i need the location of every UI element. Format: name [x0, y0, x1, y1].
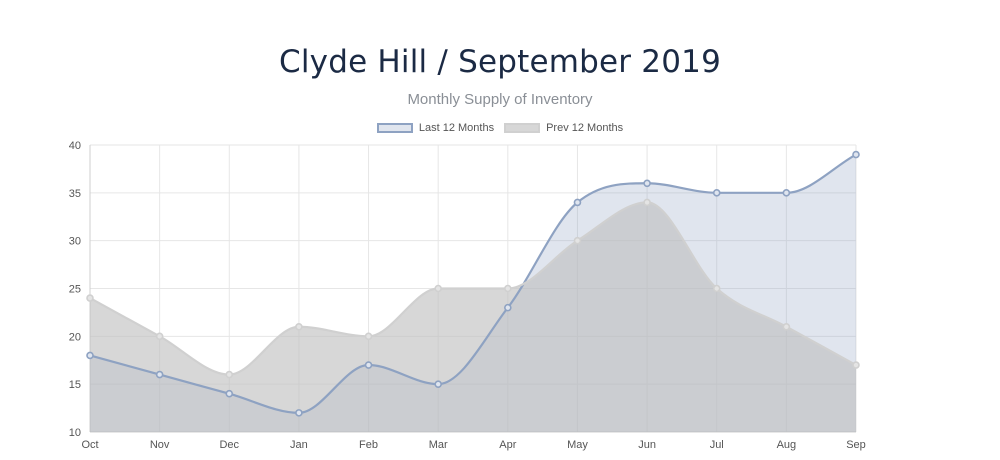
y-tick-label: 10	[69, 427, 81, 439]
y-tick-label: 15	[69, 379, 81, 391]
x-tick-label: May	[567, 439, 588, 451]
x-tick-label: Nov	[150, 439, 170, 451]
legend-item-last-12-months[interactable]: Last 12 Months	[376, 122, 495, 134]
data-point-last	[295, 409, 303, 417]
x-tick-label: Feb	[359, 439, 378, 451]
data-point-prev	[434, 284, 442, 293]
y-tick-label: 40	[69, 140, 81, 152]
x-tick-label: Dec	[219, 439, 239, 451]
series-area-prev	[90, 202, 856, 432]
data-point-last	[643, 179, 651, 188]
data-point-last	[86, 351, 94, 360]
y-tick-label: 25	[69, 284, 81, 296]
legend-swatch-prev	[504, 123, 541, 133]
data-point-prev	[225, 370, 234, 379]
data-point-prev	[573, 236, 582, 245]
legend-label-prev: Prev 12 Months	[546, 122, 624, 134]
data-point-prev	[155, 332, 164, 341]
data-point-prev	[295, 322, 303, 331]
data-point-last	[573, 198, 582, 207]
chart-title: Clyde Hill / September 2019	[278, 44, 721, 80]
data-point-last	[434, 380, 442, 388]
y-tick-label: 35	[69, 188, 81, 200]
x-tick-label: Apr	[499, 439, 516, 451]
data-point-prev	[712, 284, 721, 293]
x-tick-label: Oct	[81, 439, 98, 451]
legend-item-prev-12-months[interactable]: Prev 12 Months	[504, 122, 623, 134]
x-tick-label: Jul	[710, 439, 724, 451]
data-point-prev	[364, 332, 373, 341]
data-point-prev	[852, 361, 860, 369]
x-tick-label: Mar	[429, 439, 448, 451]
chart-subtitle: Monthly Supply of Inventory	[407, 91, 593, 108]
legend-swatch-last	[376, 123, 413, 133]
x-tick-label: Sep	[846, 439, 866, 451]
x-tick-label: Jan	[290, 439, 308, 451]
data-point-prev	[86, 294, 94, 302]
data-point-last	[364, 361, 373, 369]
x-tick-label: Jun	[638, 439, 656, 451]
data-point-last	[852, 150, 860, 159]
data-point-prev	[504, 284, 512, 293]
y-tick-label: 30	[69, 236, 81, 248]
data-point-last	[712, 189, 721, 197]
data-point-last	[225, 389, 234, 398]
y-tick-label: 20	[69, 331, 81, 343]
legend: Last 12 Months Prev 12 Months	[0, 122, 1000, 134]
legend-label-last: Last 12 Months	[418, 122, 495, 134]
data-point-prev	[643, 198, 651, 207]
x-tick-label: Aug	[777, 439, 797, 451]
data-point-last	[504, 303, 512, 312]
data-point-last	[782, 189, 791, 197]
data-point-last	[155, 370, 164, 379]
data-point-prev	[782, 322, 791, 331]
